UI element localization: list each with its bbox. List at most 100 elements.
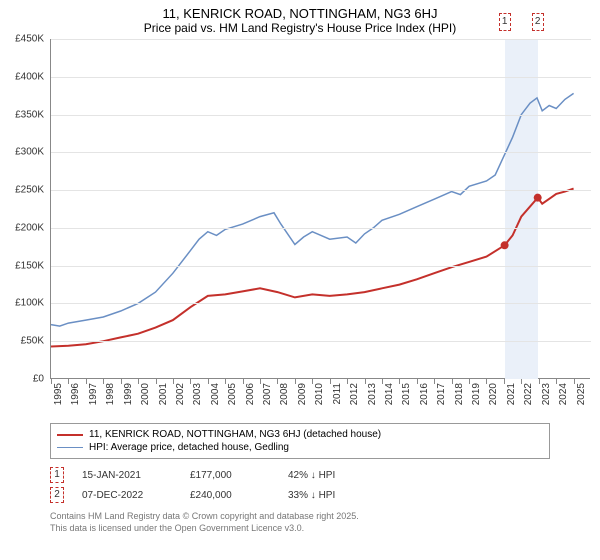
x-axis-label: 2001: [158, 383, 169, 405]
sale-marker: [534, 194, 542, 202]
gridline: [51, 152, 591, 153]
footer-line: This data is licensed under the Open Gov…: [50, 523, 550, 535]
chart-area: 12 £0£50K£100K£150K£200K£250K£300K£350K£…: [50, 39, 590, 419]
y-axis-label: £300K: [15, 147, 44, 158]
x-tick: [51, 379, 52, 384]
x-axis-label: 2009: [297, 383, 308, 405]
x-axis-label: 2002: [175, 383, 186, 405]
x-axis-label: 2006: [245, 383, 256, 405]
x-axis-label: 2021: [506, 383, 517, 405]
x-axis-label: 2010: [314, 383, 325, 405]
x-axis-label: 2025: [576, 383, 587, 405]
x-tick: [574, 379, 575, 384]
y-axis-label: £0: [33, 374, 44, 385]
series-property: [51, 189, 574, 347]
y-axis-label: £150K: [15, 260, 44, 271]
note-row: 2 07-DEC-2022 £240,000 33% ↓ HPI: [50, 485, 550, 505]
x-axis-label: 2000: [140, 383, 151, 405]
gridline: [51, 303, 591, 304]
x-axis-label: 1995: [53, 383, 64, 405]
x-axis-label: 2015: [401, 383, 412, 405]
note-date: 07-DEC-2022: [82, 490, 172, 501]
x-tick: [382, 379, 383, 384]
y-axis-label: £50K: [21, 336, 44, 347]
note-row: 1 15-JAN-2021 £177,000 42% ↓ HPI: [50, 465, 550, 485]
x-tick: [173, 379, 174, 384]
y-axis-label: £450K: [15, 34, 44, 45]
note-number: 2: [50, 487, 64, 503]
gridline: [51, 228, 591, 229]
x-tick: [452, 379, 453, 384]
x-tick: [417, 379, 418, 384]
y-axis-label: £400K: [15, 71, 44, 82]
x-axis-label: 2022: [523, 383, 534, 405]
gridline: [51, 77, 591, 78]
x-axis-label: 2007: [262, 383, 273, 405]
x-axis-label: 2023: [541, 383, 552, 405]
sale-marker: [501, 241, 509, 249]
note-number: 1: [50, 467, 64, 483]
note-date: 15-JAN-2021: [82, 470, 172, 481]
x-axis-label: 2016: [419, 383, 430, 405]
x-tick: [121, 379, 122, 384]
x-axis-label: 1998: [105, 383, 116, 405]
series-hpi: [51, 93, 574, 326]
gridline: [51, 115, 591, 116]
x-axis-label: 1997: [88, 383, 99, 405]
note-delta: 33% ↓ HPI: [288, 490, 335, 501]
x-tick: [208, 379, 209, 384]
x-tick: [365, 379, 366, 384]
x-tick: [243, 379, 244, 384]
footer-line: Contains HM Land Registry data © Crown c…: [50, 511, 550, 523]
x-tick: [260, 379, 261, 384]
marker-box: 1: [499, 13, 511, 31]
legend-swatch: [57, 447, 83, 448]
y-axis-label: £100K: [15, 298, 44, 309]
x-axis-label: 1999: [123, 383, 134, 405]
x-axis-label: 2020: [488, 383, 499, 405]
x-tick: [469, 379, 470, 384]
x-tick: [86, 379, 87, 384]
x-tick: [347, 379, 348, 384]
note-price: £240,000: [190, 490, 270, 501]
x-tick: [138, 379, 139, 384]
x-tick: [330, 379, 331, 384]
x-axis-label: 2004: [210, 383, 221, 405]
x-tick: [295, 379, 296, 384]
x-tick: [504, 379, 505, 384]
footer: Contains HM Land Registry data © Crown c…: [50, 511, 550, 534]
marker-box: 2: [532, 13, 544, 31]
legend-item: HPI: Average price, detached house, Gedl…: [57, 441, 543, 454]
x-axis-label: 2018: [454, 383, 465, 405]
x-tick: [539, 379, 540, 384]
sale-notes: 1 15-JAN-2021 £177,000 42% ↓ HPI 2 07-DEC-202…: [50, 465, 550, 505]
x-axis-label: 2005: [227, 383, 238, 405]
x-tick: [156, 379, 157, 384]
y-axis-label: £250K: [15, 185, 44, 196]
x-axis-label: 2003: [192, 383, 203, 405]
plot: 12: [50, 39, 590, 379]
x-axis-label: 2014: [384, 383, 395, 405]
legend-label: 11, KENRICK ROAD, NOTTINGHAM, NG3 6HJ (d…: [89, 429, 381, 440]
y-axis-label: £200K: [15, 222, 44, 233]
x-axis-label: 2013: [367, 383, 378, 405]
x-axis-label: 2008: [279, 383, 290, 405]
chart-lines: [51, 39, 591, 379]
x-axis-label: 2024: [558, 383, 569, 405]
x-axis-label: 2017: [436, 383, 447, 405]
gridline: [51, 341, 591, 342]
gridline: [51, 39, 591, 40]
x-axis-label: 2011: [332, 383, 343, 405]
x-axis-label: 1996: [70, 383, 81, 405]
gridline: [51, 190, 591, 191]
legend-item: 11, KENRICK ROAD, NOTTINGHAM, NG3 6HJ (d…: [57, 428, 543, 441]
x-tick: [556, 379, 557, 384]
x-axis-label: 2019: [471, 383, 482, 405]
legend: 11, KENRICK ROAD, NOTTINGHAM, NG3 6HJ (d…: [50, 423, 550, 459]
note-delta: 42% ↓ HPI: [288, 470, 335, 481]
x-axis-label: 2012: [349, 383, 360, 405]
note-price: £177,000: [190, 470, 270, 481]
legend-label: HPI: Average price, detached house, Gedl…: [89, 442, 289, 453]
legend-swatch: [57, 434, 83, 436]
y-axis-label: £350K: [15, 109, 44, 120]
